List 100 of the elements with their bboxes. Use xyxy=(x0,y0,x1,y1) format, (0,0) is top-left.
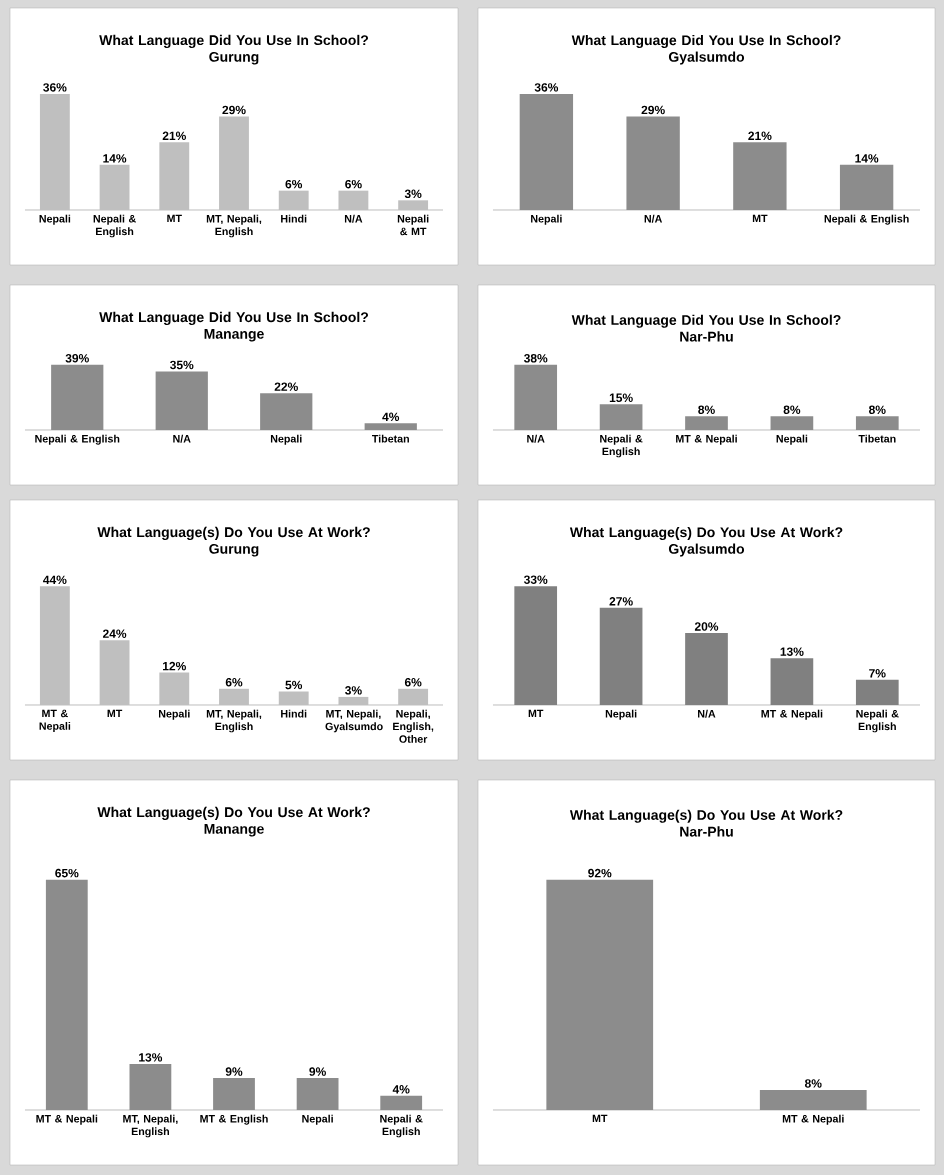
data-label: 12% xyxy=(163,661,186,671)
data-label: 4% xyxy=(392,1085,410,1094)
data-label: 44% xyxy=(43,575,67,584)
x-tick-label: Hindi xyxy=(281,709,307,718)
chart-title: What Language(s) Do You Use At Work? xyxy=(569,809,843,823)
bar xyxy=(338,190,369,210)
x-tick-label: Nepali xyxy=(302,1114,333,1125)
data-label: 35% xyxy=(170,360,194,370)
data-label: 14% xyxy=(855,154,879,163)
data-label: 8% xyxy=(698,405,715,415)
x-tick-label: MT & Nepali xyxy=(761,709,823,720)
bar xyxy=(159,672,190,705)
data-label: 22% xyxy=(274,382,298,391)
chart-title: What Language Did You Use In School? xyxy=(99,34,368,48)
chart-subtitle: Nar-Phu xyxy=(680,826,733,837)
x-tick-label: MT xyxy=(167,214,182,223)
x-tick-label: MT & Nepali xyxy=(36,1114,98,1125)
x-tick-label: Nepali & English xyxy=(93,214,136,238)
data-label: 5% xyxy=(285,680,303,690)
x-tick-label: Nepali & English xyxy=(856,709,899,733)
data-label: 9% xyxy=(309,1067,326,1076)
data-label: 3% xyxy=(404,189,422,199)
bar xyxy=(278,691,309,705)
x-tick-label: N/A xyxy=(344,214,363,223)
data-label: 33% xyxy=(523,575,548,584)
x-tick-label: MT, Nepali, Gyalsumdo xyxy=(325,709,383,733)
data-label: 8% xyxy=(804,1079,822,1088)
x-tick-label: MT xyxy=(592,1114,608,1123)
x-tick-label: MT xyxy=(528,709,544,718)
x-tick-label: MT, Nepali, English xyxy=(206,214,262,238)
chart-subtitle: Gyalsumdo xyxy=(668,543,745,557)
bar xyxy=(398,688,429,705)
data-label: 29% xyxy=(222,105,246,115)
x-tick-label: MT xyxy=(107,709,123,718)
chart-title: What Language(s) Do You Use At Work? xyxy=(97,526,370,540)
data-label: 65% xyxy=(55,868,79,878)
data-label: 27% xyxy=(609,597,633,606)
x-tick-label: Nepali xyxy=(531,214,562,225)
data-label: 13% xyxy=(780,647,804,656)
bar xyxy=(338,696,369,705)
data-label: 38% xyxy=(523,354,548,363)
chart-subtitle: Gurung xyxy=(209,543,259,557)
bar xyxy=(99,640,130,705)
x-tick-label: MT & Nepali xyxy=(782,1114,844,1125)
x-tick-label: Nepali xyxy=(270,434,302,445)
x-tick-label: Tibetan xyxy=(372,434,409,443)
x-tick-label: Hindi xyxy=(281,214,307,223)
data-label: 8% xyxy=(869,405,886,415)
data-label: 13% xyxy=(139,1053,163,1062)
x-tick-label: Nepali xyxy=(605,709,637,720)
x-tick-label: Nepali, English, Other xyxy=(393,709,434,743)
chart-subtitle: Manange xyxy=(204,329,264,342)
chart-title: What Language Did You Use In School? xyxy=(571,34,841,49)
x-tick-label: MT, Nepali, English xyxy=(123,1114,178,1138)
data-label: 6% xyxy=(285,179,303,189)
x-tick-label: N/A xyxy=(698,709,716,718)
x-tick-label: N/A xyxy=(644,214,663,223)
bar xyxy=(39,93,70,210)
data-label: 15% xyxy=(609,393,633,403)
x-tick-label: N/A xyxy=(527,434,545,443)
data-label: 36% xyxy=(534,83,559,92)
x-tick-label: Nepali xyxy=(158,709,190,720)
x-tick-label: Nepali & English xyxy=(824,214,909,225)
chart-title: What Language(s) Do You Use At Work? xyxy=(97,806,370,820)
data-label: 9% xyxy=(225,1067,243,1076)
bar xyxy=(278,190,309,210)
chart-subtitle: Nar-Phu xyxy=(680,331,733,342)
x-tick-label: N/A xyxy=(173,434,191,443)
x-tick-label: MT & Nepali xyxy=(39,709,71,732)
data-label: 29% xyxy=(641,105,665,115)
x-tick-label: Nepali xyxy=(39,214,71,225)
chart-subtitle: Manange xyxy=(204,824,264,837)
x-tick-label: Nepali & MT xyxy=(397,214,429,236)
bar xyxy=(39,586,70,705)
chart-title: What Language Did You Use In School? xyxy=(571,314,841,328)
x-tick-label: Nepali & English xyxy=(600,434,643,458)
data-label: 20% xyxy=(694,622,719,631)
data-label: 21% xyxy=(748,131,772,141)
bar xyxy=(159,142,190,210)
data-label: 8% xyxy=(783,405,801,415)
x-tick-label: MT xyxy=(752,214,768,223)
data-label: 24% xyxy=(102,629,127,638)
data-label: 92% xyxy=(588,868,612,878)
bar xyxy=(219,688,249,705)
data-label: 6% xyxy=(345,179,362,189)
x-tick-label: Tibetan xyxy=(858,434,896,443)
x-tick-label: MT, Nepali, English xyxy=(206,709,262,733)
data-label: 21% xyxy=(162,131,186,141)
data-label: 4% xyxy=(382,412,400,422)
chart-title: What Language Did You Use In School? xyxy=(99,311,368,325)
data-label: 3% xyxy=(345,686,362,695)
bar xyxy=(398,200,429,210)
bar xyxy=(219,116,249,210)
data-label: 36% xyxy=(43,83,67,92)
data-label: 39% xyxy=(65,354,89,363)
chart-subtitle: Gurung xyxy=(209,51,259,65)
x-tick-label: MT & English xyxy=(200,1114,268,1125)
data-label: 14% xyxy=(103,154,127,163)
data-label: 6% xyxy=(225,678,243,687)
x-tick-label: Nepali xyxy=(776,434,808,445)
